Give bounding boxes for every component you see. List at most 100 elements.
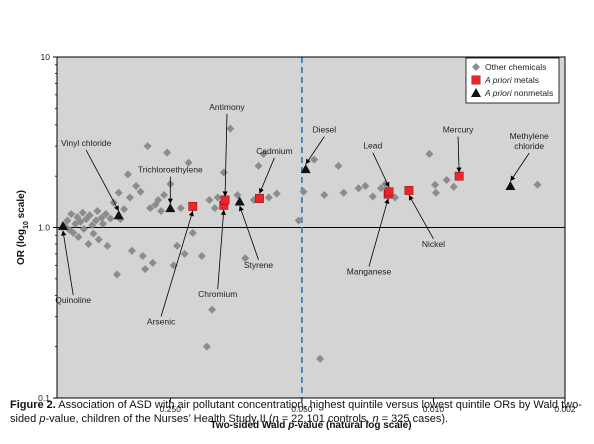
annotation-leader bbox=[85, 149, 120, 212]
metal-point bbox=[454, 171, 464, 181]
other-chemical-point bbox=[125, 193, 134, 202]
other-chemical-point bbox=[160, 191, 169, 200]
other-chemical-point bbox=[88, 221, 97, 230]
other-chemical-point bbox=[299, 187, 308, 196]
annotation-arrowhead bbox=[259, 188, 264, 194]
reference-lines bbox=[57, 57, 565, 398]
annotation-label: Cadmium bbox=[256, 146, 292, 156]
nonmetal-point bbox=[505, 181, 516, 191]
other-chemical-point bbox=[154, 195, 163, 204]
x-tick-label: 0.010 bbox=[423, 404, 445, 414]
other-chemical-point bbox=[138, 252, 147, 261]
y-tick-label: 10 bbox=[41, 52, 51, 62]
other-chemical-point bbox=[241, 254, 250, 263]
other-chemical-point bbox=[208, 305, 217, 314]
annotation-arrowhead bbox=[188, 210, 194, 217]
annotation-label: Chromium bbox=[198, 289, 237, 299]
annotation-label: Diesel bbox=[313, 125, 337, 135]
other-chemical-point bbox=[148, 258, 157, 267]
legend-marker-other bbox=[472, 63, 480, 71]
legend-label-other: Other chemicals bbox=[485, 62, 546, 72]
annotation-leader bbox=[368, 198, 389, 267]
other-chemical-point bbox=[202, 342, 211, 351]
annotation-leader bbox=[372, 152, 390, 188]
annotation-arrowhead bbox=[238, 205, 244, 212]
legend-box bbox=[465, 57, 560, 104]
annotation-label: Nickel bbox=[422, 239, 445, 249]
annotation-arrowhead bbox=[384, 181, 390, 188]
legend-marker-metals bbox=[471, 75, 481, 85]
caption-italic-n: n bbox=[272, 413, 279, 425]
y-tick-label: 0.1 bbox=[38, 393, 50, 403]
annotation-label: Trichloroethylene bbox=[138, 165, 203, 175]
legend-italic-prefix: A priori bbox=[484, 88, 513, 98]
annotation-arrowhead bbox=[384, 198, 390, 204]
annotation-arrowhead bbox=[456, 167, 462, 173]
other-chemical-point bbox=[93, 206, 102, 215]
legend-label-metals: A priori metals bbox=[484, 75, 539, 85]
annotation-leader bbox=[62, 230, 74, 296]
other-chemical-point bbox=[76, 217, 85, 226]
annotation-leader bbox=[217, 209, 225, 290]
other-chemical-point bbox=[425, 149, 434, 158]
other-chemical-point bbox=[210, 204, 219, 213]
legend-text-span: metals bbox=[512, 75, 539, 85]
other-chemical-point bbox=[84, 240, 93, 249]
other-chemical-point bbox=[74, 232, 83, 241]
x-tick-label: 0.002 bbox=[554, 404, 576, 414]
other-chemical-point bbox=[136, 187, 145, 196]
other-chemical-point bbox=[173, 241, 182, 250]
other-chemical-point bbox=[310, 155, 319, 164]
other-chemical-point bbox=[197, 252, 206, 261]
other-chemical-point bbox=[92, 216, 101, 225]
other-chemical-point bbox=[63, 216, 72, 225]
annotation-leader bbox=[408, 194, 434, 240]
other-chemical-point bbox=[94, 235, 103, 244]
annotation-leader bbox=[239, 205, 259, 260]
annotation-arrowhead bbox=[167, 198, 173, 204]
other-chemical-point bbox=[294, 216, 303, 225]
other-chemical-point bbox=[98, 219, 107, 228]
other-chemical-point bbox=[361, 182, 370, 191]
caption-text: Association of ASD with air pollutant co… bbox=[10, 399, 582, 425]
metal-point bbox=[220, 195, 230, 205]
annotation-arrowhead bbox=[114, 205, 119, 211]
other-chemical-point bbox=[188, 228, 197, 237]
metal-point bbox=[384, 187, 394, 197]
data-points bbox=[57, 124, 542, 363]
other-chemical-point bbox=[226, 124, 235, 133]
annotation-arrowhead bbox=[305, 158, 311, 165]
legend: Other chemicals A priori metals A priori n… bbox=[465, 57, 560, 104]
caption-text: = 22,101 controls, bbox=[278, 413, 373, 425]
other-chemical-point bbox=[205, 195, 214, 204]
annotation-leader bbox=[510, 152, 530, 182]
legend-text-span: nonmetals bbox=[512, 88, 554, 98]
other-chemical-point bbox=[316, 354, 325, 363]
nonmetal-point bbox=[300, 164, 311, 174]
annotation-leader bbox=[457, 136, 460, 173]
annotation-arrowhead bbox=[61, 230, 67, 236]
other-chemical-point bbox=[141, 265, 150, 274]
other-chemical-point bbox=[67, 209, 76, 218]
nonmetal-point bbox=[57, 221, 68, 231]
caption-italic-n: n bbox=[372, 413, 379, 425]
other-chemical-point bbox=[180, 249, 189, 258]
other-chemical-point bbox=[89, 229, 98, 238]
caption-label: Figure 2. bbox=[10, 399, 56, 411]
annotation-label: Styrene bbox=[244, 260, 274, 270]
annotation-label: Arsenic bbox=[147, 316, 176, 326]
caption-text: -value, children of the Nurses’ Health S… bbox=[45, 413, 273, 425]
x-tick-label: 0.250 bbox=[160, 404, 182, 414]
annotation-label: Lead bbox=[363, 141, 382, 151]
other-chemical-point bbox=[176, 204, 185, 213]
other-chemical-point bbox=[106, 214, 115, 223]
annotation-label: Manganese bbox=[347, 267, 392, 277]
annotation-label: Vinyl chloride bbox=[61, 138, 112, 148]
other-chemical-point bbox=[97, 213, 106, 222]
annotation-leader bbox=[224, 113, 228, 197]
other-chemical-point bbox=[112, 270, 121, 279]
annotation-arrowhead bbox=[220, 209, 226, 215]
other-chemical-point bbox=[127, 246, 136, 255]
other-chemical-point bbox=[449, 182, 458, 191]
